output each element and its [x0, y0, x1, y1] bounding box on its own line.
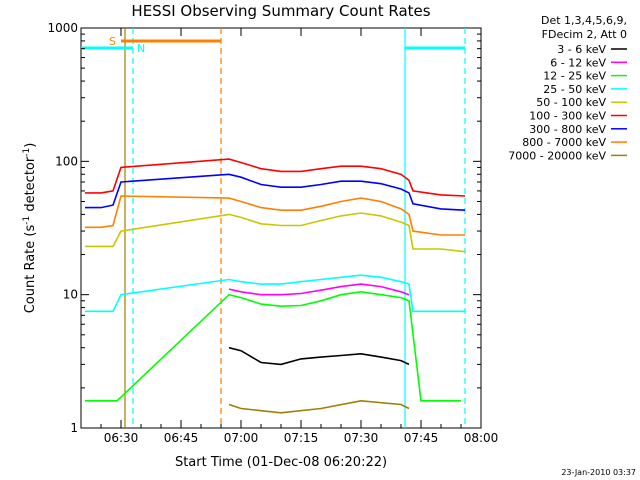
x-tick-label: 06:45 — [164, 431, 199, 445]
footer-date: 23-Jan-2010 03:37 — [561, 468, 636, 477]
series-line — [85, 173, 466, 211]
series-line — [85, 274, 465, 313]
legend-label: 50 - 100 keV — [536, 96, 606, 109]
series-line — [228, 399, 410, 414]
legend-label: 800 - 7000 keV — [522, 136, 606, 149]
legend-label: 6 - 12 keV — [550, 56, 606, 69]
legend-label: 3 - 6 keV — [557, 43, 606, 56]
legend-label: 7000 - 20000 keV — [508, 149, 606, 162]
x-tick-label: 07:45 — [404, 431, 439, 445]
y-tick-label: 10 — [63, 288, 78, 302]
x-tick-label: 08:00 — [464, 431, 499, 445]
legend-label: 100 - 300 keV — [529, 110, 606, 123]
x-tick-label: 07:15 — [284, 431, 319, 445]
legend-label: 300 - 800 keV — [529, 123, 606, 136]
x-tick-label: 06:30 — [104, 431, 139, 445]
chart-title: HESSI Observing Summary Count Rates — [131, 2, 430, 20]
series-line — [228, 283, 410, 296]
x-axis-label: Start Time (01-Dec-08 06:20:22) — [175, 455, 387, 470]
series-line — [85, 290, 461, 402]
flag-label: S — [109, 35, 116, 48]
axes: 06:30 06:45 07:00 07:15 07:30 07:45 08:00 1 10 10… — [47, 21, 498, 445]
series-line — [85, 195, 465, 236]
legend-header-line-2: FDecim 2, Att 0 — [542, 28, 627, 41]
plot-area: SN — [81, 28, 466, 428]
series-line — [85, 212, 466, 253]
series-line — [85, 158, 466, 197]
legend: Det 1,3,4,5,6,9, FDecim 2, Att 0 3 - 6 k… — [508, 14, 627, 162]
legend-label: 25 - 50 keV — [543, 83, 606, 96]
series-line — [228, 346, 410, 366]
y-tick-label: 100 — [55, 154, 78, 168]
y-axis-label: Count Rate (s-1 detector-1) — [22, 143, 38, 314]
x-tick-label: 07:30 — [344, 431, 379, 445]
flag-label: N — [137, 42, 145, 55]
y-tick-label: 1000 — [47, 21, 78, 35]
y-tick-label: 1 — [70, 421, 78, 435]
legend-header-line-1: Det 1,3,4,5,6,9, — [541, 14, 627, 27]
x-tick-label: 07:00 — [224, 431, 259, 445]
legend-label: 12 - 25 keV — [543, 70, 606, 83]
